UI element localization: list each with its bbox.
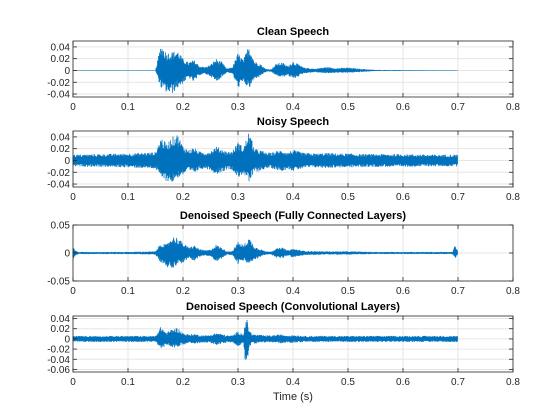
- x-tick-label: 0: [70, 377, 76, 388]
- x-tick-label: 0.3: [231, 102, 245, 113]
- x-tick-label: 0.3: [231, 377, 245, 388]
- y-tick-label: 0.02: [51, 324, 71, 335]
- x-tick-label: 0.8: [506, 102, 520, 113]
- x-tick-label: 0.4: [286, 192, 300, 203]
- y-tick-label: 0.04: [51, 314, 71, 325]
- y-tick-label: 0: [64, 156, 70, 167]
- x-tick-label: 0: [70, 286, 76, 297]
- y-tick-label: 0.04: [51, 132, 71, 143]
- x-tick-label: 0: [70, 102, 76, 113]
- y-tick-label: -0.02: [47, 345, 70, 356]
- chart-title: Noisy Speech: [257, 116, 329, 128]
- x-tick-label: 0.6: [396, 377, 410, 388]
- x-tick-label: 0.2: [176, 192, 190, 203]
- x-tick-label: 0.2: [176, 377, 190, 388]
- axes-4: 0 0.1 0.2 0.3 0.4 0.5 0.6 0.7 0.80.040.020-0.02-…: [47, 301, 520, 403]
- x-tick-label: 0.2: [176, 286, 190, 297]
- y-tick-label: -0.05: [47, 277, 70, 288]
- chart-title: Clean Speech: [257, 26, 329, 38]
- y-tick-label: 0.02: [51, 54, 71, 65]
- x-tick-label: 0.6: [396, 286, 410, 297]
- x-tick-label: 0.8: [506, 192, 520, 203]
- y-tick-label: 0: [64, 334, 70, 345]
- x-tick-label: 0.1: [121, 286, 135, 297]
- chart-title: Denoised Speech (Convolutional Layers): [186, 301, 400, 313]
- y-tick-label: -0.02: [47, 78, 70, 89]
- x-axis-label: Time (s): [273, 391, 313, 403]
- y-tick-label: 0: [64, 249, 70, 260]
- x-tick-label: 0.7: [451, 377, 465, 388]
- y-tick-label: -0.04: [47, 180, 70, 191]
- y-tick-label: -0.06: [47, 365, 70, 376]
- chart-title: Denoised Speech (Fully Connected Layers): [180, 210, 407, 222]
- x-tick-label: 0.5: [341, 377, 355, 388]
- x-tick-label: 0.3: [231, 192, 245, 203]
- axes-1: 0 0.1 0.2 0.3 0.4 0.5 0.6 0.7 0.80.040.020-0.02-…: [47, 26, 520, 113]
- x-tick-label: 0.1: [121, 102, 135, 113]
- x-tick-label: 0.2: [176, 102, 190, 113]
- x-tick-label: 0.3: [231, 286, 245, 297]
- x-tick-label: 0.4: [286, 377, 300, 388]
- x-tick-label: 0.1: [121, 192, 135, 203]
- y-tick-label: -0.04: [47, 355, 70, 366]
- y-tick-label: -0.04: [47, 90, 70, 101]
- x-tick-label: 0.6: [396, 192, 410, 203]
- axes-3: 0 0.1 0.2 0.3 0.4 0.5 0.6 0.7 0.80.050-0.05Denoi…: [47, 210, 520, 297]
- x-tick-label: 0.8: [506, 286, 520, 297]
- x-tick-label: 0.5: [341, 286, 355, 297]
- y-tick-label: -0.02: [47, 168, 70, 179]
- axes-2: 0 0.1 0.2 0.3 0.4 0.5 0.6 0.7 0.80.040.020-0.02-…: [47, 116, 520, 203]
- y-tick-label: 0: [64, 66, 70, 77]
- x-tick-label: 0.7: [451, 102, 465, 113]
- x-tick-label: 0.4: [286, 286, 300, 297]
- x-tick-label: 0.4: [286, 102, 300, 113]
- y-tick-label: 0.02: [51, 144, 71, 155]
- y-tick-label: 0.05: [51, 221, 71, 232]
- x-tick-label: 0.7: [451, 286, 465, 297]
- x-tick-label: 0.5: [341, 102, 355, 113]
- x-tick-label: 0.7: [451, 192, 465, 203]
- x-tick-label: 0.8: [506, 377, 520, 388]
- x-tick-label: 0: [70, 192, 76, 203]
- x-tick-label: 0.6: [396, 102, 410, 113]
- y-tick-label: 0.04: [51, 42, 71, 53]
- x-tick-label: 0.5: [341, 192, 355, 203]
- x-tick-label: 0.1: [121, 377, 135, 388]
